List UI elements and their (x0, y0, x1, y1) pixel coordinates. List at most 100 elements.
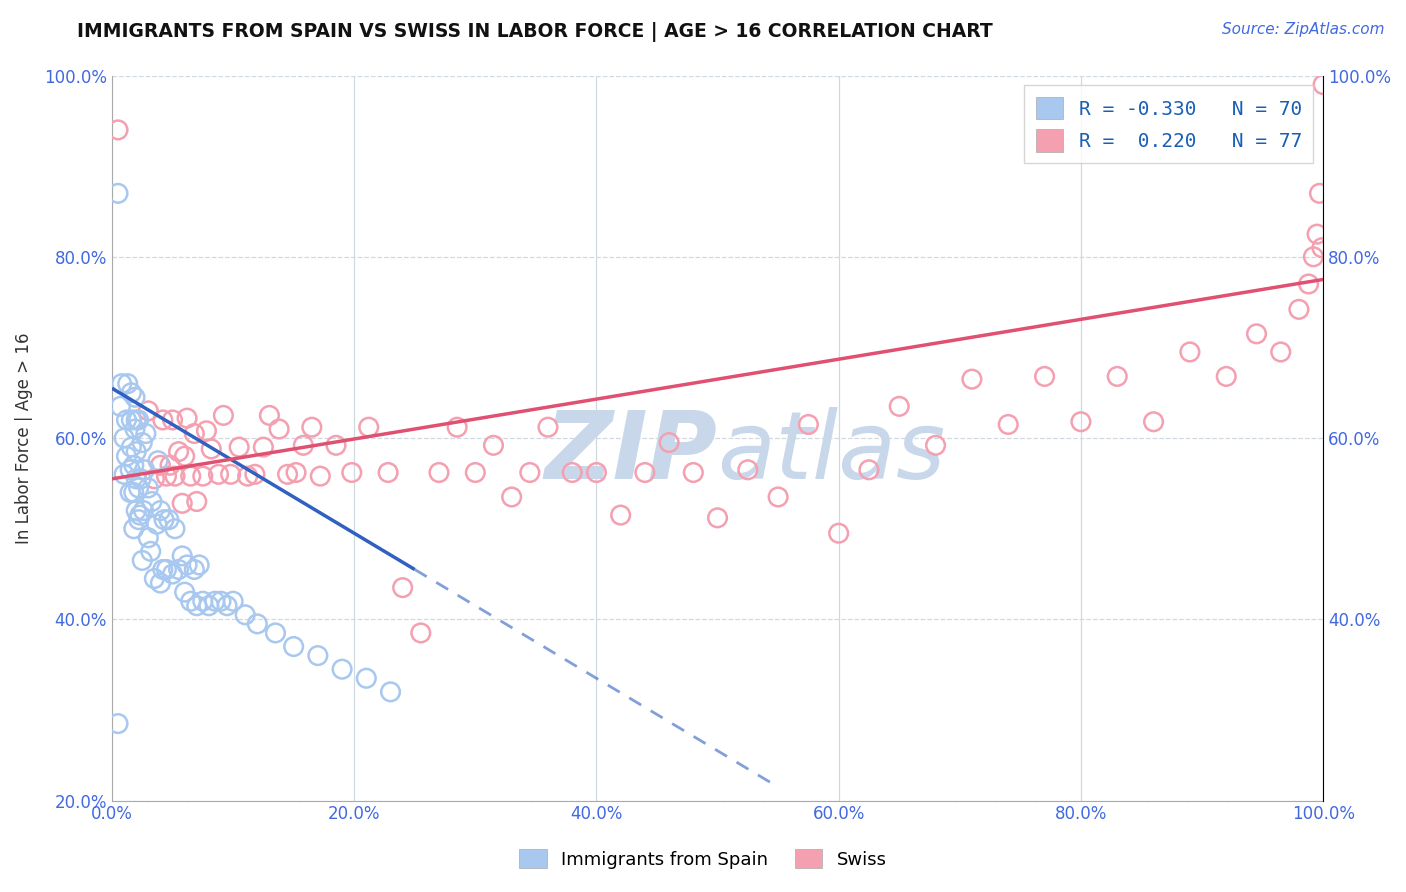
Point (682, 466, 704, 480)
Point (152, 413, 174, 427)
Point (1270, 345, 1292, 359)
Point (198, 599, 221, 613)
Point (153, 513, 176, 527)
Point (134, 463, 156, 477)
Point (162, 413, 184, 427)
Point (827, 526, 849, 541)
Point (1308, 186, 1330, 201)
Point (115, 449, 138, 463)
Text: atlas: atlas (717, 407, 946, 498)
Point (124, 422, 146, 436)
Point (204, 594, 226, 608)
Point (122, 522, 145, 536)
Point (1302, 250, 1324, 264)
Point (1033, 369, 1056, 384)
Point (120, 463, 142, 477)
Point (1142, 415, 1164, 429)
Point (236, 469, 259, 483)
Point (188, 558, 211, 572)
Point (325, 438, 347, 452)
Point (173, 585, 195, 599)
Point (380, 685, 402, 699)
Point (125, 444, 148, 458)
Point (159, 458, 181, 473)
Point (163, 522, 186, 536)
Point (519, 466, 541, 480)
Point (146, 454, 169, 468)
Point (120, 385, 142, 400)
Point (1312, 78, 1334, 92)
Point (128, 413, 150, 427)
Point (200, 442, 222, 456)
Point (277, 467, 299, 482)
Point (183, 562, 205, 576)
Point (125, 503, 148, 517)
Point (391, 581, 413, 595)
Point (107, 123, 129, 137)
Point (264, 626, 287, 640)
Point (222, 594, 245, 608)
Point (357, 420, 380, 434)
Point (997, 417, 1019, 432)
Text: Source: ZipAtlas.com: Source: ZipAtlas.com (1222, 22, 1385, 37)
Point (124, 390, 146, 404)
Point (163, 469, 186, 483)
Point (1070, 415, 1092, 429)
Point (1298, 277, 1320, 291)
Point (117, 376, 139, 391)
Point (120, 485, 142, 500)
Point (195, 424, 218, 438)
Point (136, 404, 159, 418)
Point (107, 186, 129, 201)
Point (180, 594, 202, 608)
Point (191, 594, 214, 608)
Point (482, 438, 505, 452)
Point (1107, 369, 1129, 384)
Point (340, 466, 363, 480)
Y-axis label: In Labor Force | Age > 16: In Labor Force | Age > 16 (15, 333, 32, 544)
Point (585, 466, 607, 480)
Point (139, 544, 162, 558)
Legend: R = -0.330   N = 70, R =  0.220   N = 77: R = -0.330 N = 70, R = 0.220 N = 77 (1024, 86, 1313, 163)
Point (737, 463, 759, 477)
Point (446, 420, 468, 434)
Point (1178, 345, 1201, 359)
Point (172, 496, 194, 510)
Point (120, 413, 142, 427)
Point (889, 400, 911, 414)
Point (858, 463, 880, 477)
Point (233, 607, 256, 622)
Point (283, 640, 305, 654)
Point (1215, 369, 1237, 384)
Point (132, 503, 155, 517)
Point (212, 409, 235, 423)
Point (924, 438, 946, 452)
Point (162, 567, 184, 582)
Point (155, 562, 177, 576)
Point (167, 444, 190, 458)
Point (125, 472, 148, 486)
Point (125, 413, 148, 427)
Point (409, 626, 432, 640)
Point (146, 517, 169, 532)
Point (309, 469, 332, 483)
Point (609, 508, 631, 522)
Point (172, 549, 194, 563)
Point (157, 513, 180, 527)
Point (1288, 302, 1310, 317)
Point (107, 716, 129, 731)
Point (209, 594, 232, 608)
Point (143, 572, 166, 586)
Point (129, 472, 152, 486)
Point (122, 485, 145, 500)
Point (128, 513, 150, 527)
Point (112, 467, 135, 482)
Point (111, 376, 134, 391)
Point (766, 490, 789, 504)
Point (219, 467, 242, 482)
Point (135, 426, 157, 441)
Point (141, 494, 163, 508)
Point (131, 553, 153, 567)
Point (136, 531, 159, 545)
Point (377, 466, 399, 480)
